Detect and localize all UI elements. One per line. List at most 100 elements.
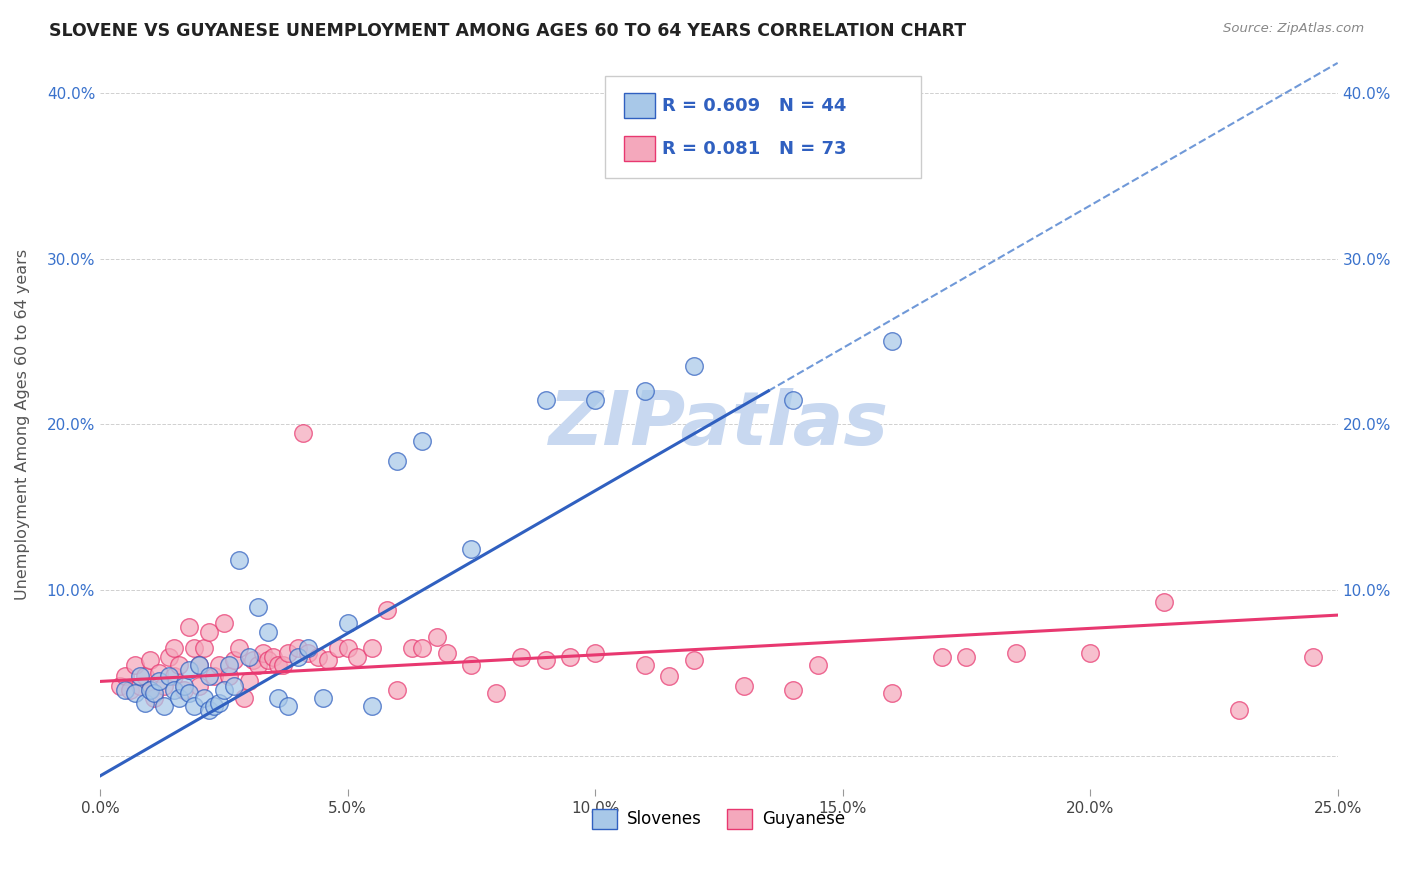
Point bbox=[208, 696, 231, 710]
Point bbox=[118, 682, 141, 697]
Point bbox=[633, 657, 655, 672]
Point bbox=[262, 649, 284, 664]
Point bbox=[167, 691, 190, 706]
Point bbox=[534, 392, 557, 407]
Text: Source: ZipAtlas.com: Source: ZipAtlas.com bbox=[1223, 22, 1364, 36]
Point bbox=[242, 653, 264, 667]
Point bbox=[385, 682, 408, 697]
Point bbox=[163, 682, 186, 697]
Point bbox=[583, 646, 606, 660]
Point bbox=[460, 541, 482, 556]
Text: R = 0.081   N = 73: R = 0.081 N = 73 bbox=[662, 140, 846, 158]
Point bbox=[401, 641, 423, 656]
Point bbox=[385, 454, 408, 468]
Point bbox=[222, 653, 245, 667]
Point bbox=[167, 657, 190, 672]
Point bbox=[198, 624, 221, 639]
Point bbox=[228, 553, 250, 567]
Point bbox=[163, 641, 186, 656]
Point bbox=[287, 641, 309, 656]
Point bbox=[173, 682, 195, 697]
Point bbox=[316, 653, 339, 667]
Point bbox=[292, 425, 315, 440]
Point bbox=[212, 616, 235, 631]
Point bbox=[880, 686, 903, 700]
Point bbox=[782, 392, 804, 407]
Point bbox=[485, 686, 508, 700]
Point bbox=[658, 669, 681, 683]
Point bbox=[297, 641, 319, 656]
Point bbox=[460, 657, 482, 672]
Point bbox=[277, 646, 299, 660]
Point bbox=[361, 641, 384, 656]
Point bbox=[157, 669, 180, 683]
Point bbox=[247, 657, 270, 672]
Point bbox=[134, 696, 156, 710]
Point bbox=[163, 669, 186, 683]
Text: R = 0.609   N = 44: R = 0.609 N = 44 bbox=[662, 96, 846, 114]
Point bbox=[228, 641, 250, 656]
Text: SLOVENE VS GUYANESE UNEMPLOYMENT AMONG AGES 60 TO 64 YEARS CORRELATION CHART: SLOVENE VS GUYANESE UNEMPLOYMENT AMONG A… bbox=[49, 22, 966, 40]
Point bbox=[307, 649, 329, 664]
Point bbox=[114, 669, 136, 683]
Point bbox=[218, 657, 240, 672]
Point bbox=[560, 649, 582, 664]
Point bbox=[198, 703, 221, 717]
Point bbox=[297, 646, 319, 660]
Point bbox=[157, 649, 180, 664]
Point bbox=[148, 666, 170, 681]
Y-axis label: Unemployment Among Ages 60 to 64 years: Unemployment Among Ages 60 to 64 years bbox=[15, 249, 30, 600]
Point bbox=[733, 680, 755, 694]
Point bbox=[222, 680, 245, 694]
Point bbox=[124, 686, 146, 700]
Point bbox=[361, 699, 384, 714]
Point bbox=[124, 657, 146, 672]
Point bbox=[247, 599, 270, 614]
Point bbox=[633, 384, 655, 399]
Point bbox=[1153, 595, 1175, 609]
Point bbox=[1227, 703, 1250, 717]
Point bbox=[238, 674, 260, 689]
Point bbox=[193, 691, 215, 706]
Point bbox=[252, 646, 274, 660]
Point bbox=[188, 657, 211, 672]
Point bbox=[208, 657, 231, 672]
Point bbox=[148, 674, 170, 689]
Text: ZIPatlas: ZIPatlas bbox=[548, 388, 889, 461]
Point bbox=[955, 649, 977, 664]
Point bbox=[336, 616, 359, 631]
Point bbox=[238, 649, 260, 664]
Point bbox=[143, 691, 166, 706]
Point bbox=[138, 682, 160, 697]
Point bbox=[257, 653, 280, 667]
Legend: Slovenes, Guyanese: Slovenes, Guyanese bbox=[586, 802, 852, 836]
Point bbox=[436, 646, 458, 660]
Point bbox=[138, 653, 160, 667]
Point bbox=[1005, 646, 1028, 660]
Point bbox=[931, 649, 953, 664]
Point bbox=[287, 649, 309, 664]
Point bbox=[277, 699, 299, 714]
Point bbox=[173, 680, 195, 694]
Point bbox=[183, 641, 205, 656]
Point bbox=[153, 680, 176, 694]
Point bbox=[179, 686, 201, 700]
Point bbox=[583, 392, 606, 407]
Point bbox=[179, 663, 201, 677]
Point bbox=[143, 686, 166, 700]
Point bbox=[128, 669, 150, 683]
Point bbox=[114, 682, 136, 697]
Point bbox=[880, 334, 903, 349]
Point bbox=[153, 699, 176, 714]
Point bbox=[188, 680, 211, 694]
Point bbox=[509, 649, 531, 664]
Point bbox=[193, 641, 215, 656]
Point bbox=[782, 682, 804, 697]
Point bbox=[267, 657, 290, 672]
Point bbox=[807, 657, 830, 672]
Point bbox=[128, 680, 150, 694]
Point bbox=[411, 434, 433, 448]
Point bbox=[232, 691, 254, 706]
Point bbox=[267, 691, 290, 706]
Point bbox=[683, 359, 706, 374]
